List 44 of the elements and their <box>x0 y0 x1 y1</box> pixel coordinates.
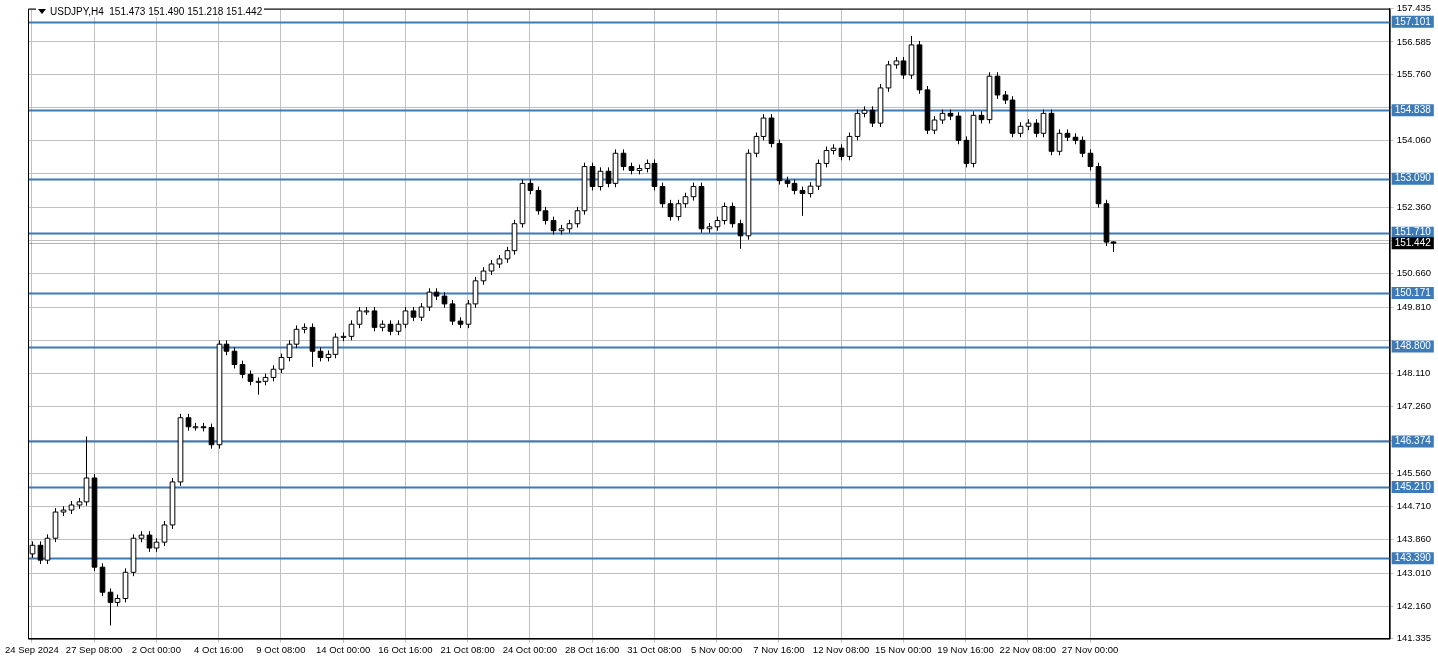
ref-line-label: 151.442 <box>1394 236 1432 248</box>
x-tick-label: 14 Oct 00:00 <box>315 643 371 655</box>
ref-line-label: 154.838 <box>1394 104 1432 116</box>
x-tick-label: 16 Oct 16:00 <box>378 643 433 655</box>
ref-line-label: 143.390 <box>1394 551 1432 563</box>
y-tick-label: 150.660 <box>1396 267 1431 279</box>
y-tick-label: 155.760 <box>1396 67 1431 79</box>
chart-title: USDJPY,H4 151.473 151.490 151.218 151.442 <box>50 6 263 17</box>
y-tick-label: 143.860 <box>1396 533 1431 545</box>
ref-line-label: 150.171 <box>1394 286 1432 298</box>
x-tick-label: 19 Nov 16:00 <box>937 643 994 655</box>
x-tick-label: 31 Oct 08:00 <box>627 643 682 655</box>
ref-line-label: 157.101 <box>1394 15 1432 27</box>
x-tick-label: 27 Nov 00:00 <box>1061 643 1119 655</box>
ref-line-label: 148.800 <box>1394 340 1432 352</box>
y-tick-label: 157.435 <box>1396 2 1431 14</box>
y-tick-label: 154.060 <box>1396 134 1431 146</box>
ref-line-label: 151.710 <box>1394 226 1432 238</box>
x-tick-label: 22 Nov 08:00 <box>999 643 1057 655</box>
y-tick-label: 145.560 <box>1396 466 1431 478</box>
x-tick-label: 28 Oct 16:00 <box>564 643 620 655</box>
y-tick-label: 141.335 <box>1396 632 1431 644</box>
x-tick-label: 21 Oct 08:00 <box>440 643 495 655</box>
y-tick-label: 147.260 <box>1396 400 1431 412</box>
y-tick-label: 156.585 <box>1396 35 1431 47</box>
x-tick-label: 4 Oct 16:00 <box>194 643 244 655</box>
y-tick-label: 143.010 <box>1396 566 1431 578</box>
x-tick-label: 24 Sep 2024 <box>4 643 59 655</box>
y-tick-label: 144.710 <box>1396 500 1431 512</box>
x-tick-label: 15 Nov 00:00 <box>875 643 932 655</box>
x-tick-label: 5 Nov 00:00 <box>690 643 743 655</box>
x-tick-label: 7 Nov 16:00 <box>753 643 805 655</box>
x-tick-label: 9 Oct 08:00 <box>256 643 306 655</box>
x-tick-label: 24 Oct 00:00 <box>502 643 558 655</box>
y-tick-label: 142.160 <box>1396 599 1431 611</box>
y-tick-label: 152.360 <box>1396 200 1431 212</box>
x-tick-label: 12 Nov 08:00 <box>812 643 870 655</box>
y-tick-label: 148.110 <box>1396 367 1431 379</box>
ref-line-label: 145.210 <box>1394 480 1432 492</box>
x-tick-label: 27 Sep 08:00 <box>65 643 123 655</box>
x-tick-label: 2 Oct 00:00 <box>131 643 181 655</box>
y-tick-label: 149.810 <box>1396 300 1431 312</box>
ref-line-label: 146.374 <box>1394 435 1432 447</box>
ref-line-label: 153.090 <box>1394 172 1432 184</box>
